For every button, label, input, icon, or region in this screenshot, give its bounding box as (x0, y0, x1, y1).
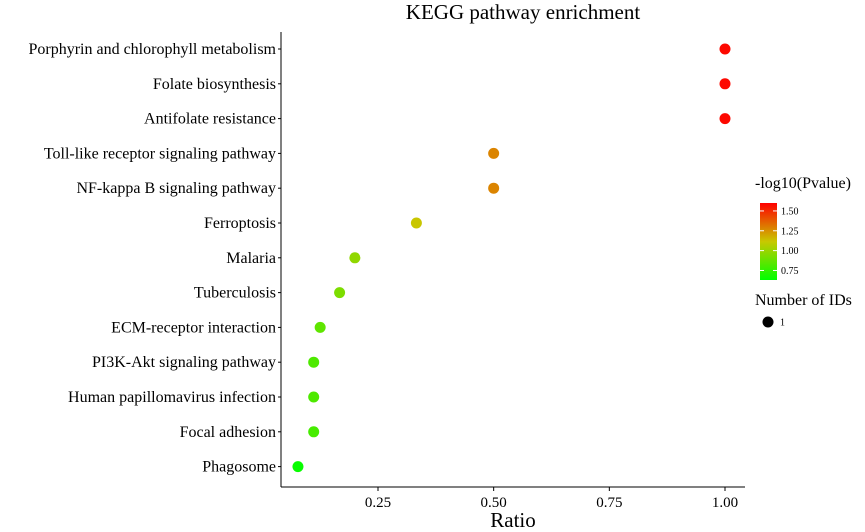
y-tick-label: Antifolate resistance (144, 111, 276, 128)
y-tick-label: Tuberculosis (194, 285, 276, 302)
data-point (314, 321, 326, 333)
color-legend-title: -log10(Pvalue) (755, 175, 851, 192)
size-legend: Number of IDs 1 (755, 292, 852, 329)
y-tick-label: PI3K-Akt signaling pathway (92, 354, 276, 371)
y-tick-label: Human papillomavirus infection (68, 389, 276, 406)
x-tick-label: 1.00 (712, 495, 738, 511)
size-legend-title: Number of IDs (755, 292, 852, 309)
data-point (488, 182, 500, 194)
y-tick-label: Ferroptosis (204, 215, 276, 232)
data-point (334, 287, 346, 299)
data-point (719, 113, 731, 125)
data-point (488, 147, 500, 159)
y-tick-label: NF-kappa B signaling pathway (76, 180, 276, 197)
y-tick-label: Phagosome (202, 459, 276, 476)
x-axis-ticks: 0.25 0.50 0.75 1.00 (365, 487, 738, 511)
y-tick-label: Porphyrin and chlorophyll metabolism (28, 41, 276, 58)
chart-title: KEGG pathway enrichment (406, 0, 641, 24)
color-legend-bar (760, 203, 777, 280)
data-point (308, 426, 320, 438)
data-point (410, 217, 422, 229)
size-legend-label: 1 (780, 318, 785, 329)
color-legend-tick-label: 1.00 (781, 246, 799, 257)
y-tick-label: Malaria (226, 250, 276, 267)
data-point (349, 252, 361, 264)
y-tick-label: Focal adhesion (180, 424, 276, 441)
color-legend-tick-label: 1.25 (781, 226, 799, 237)
x-tick-label: 0.75 (596, 495, 622, 511)
y-tick-label: ECM-receptor interaction (111, 319, 276, 336)
color-legend-tick-label: 1.50 (781, 206, 799, 217)
data-point (308, 356, 320, 368)
data-points (292, 43, 731, 473)
x-tick-label: 0.50 (481, 495, 507, 511)
data-point (719, 78, 731, 90)
y-tick-label: Toll-like receptor signaling pathway (44, 145, 276, 162)
plot-area: Porphyrin and chlorophyll metabolism Fola… (28, 32, 745, 511)
color-legend-ticks: 0.75 1.00 1.25 1.50 (760, 206, 799, 277)
size-legend-items: 1 (762, 316, 785, 329)
color-legend: -log10(Pvalue) 0.75 1.00 1.25 1.50 (755, 175, 851, 280)
data-point (292, 461, 304, 473)
x-axis-title: Ratio (490, 508, 536, 532)
data-point (308, 391, 320, 403)
x-tick-label: 0.25 (365, 495, 391, 511)
y-axis-labels: Porphyrin and chlorophyll metabolism Fola… (28, 41, 281, 476)
color-legend-tick-label: 0.75 (781, 266, 799, 277)
data-point (719, 43, 731, 55)
y-tick-label: Folate biosynthesis (153, 76, 276, 93)
size-legend-point (762, 316, 774, 328)
